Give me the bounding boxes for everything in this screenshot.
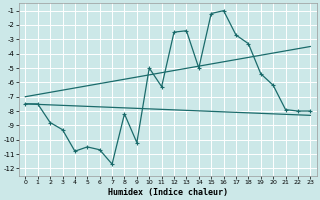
X-axis label: Humidex (Indice chaleur): Humidex (Indice chaleur) xyxy=(108,188,228,197)
